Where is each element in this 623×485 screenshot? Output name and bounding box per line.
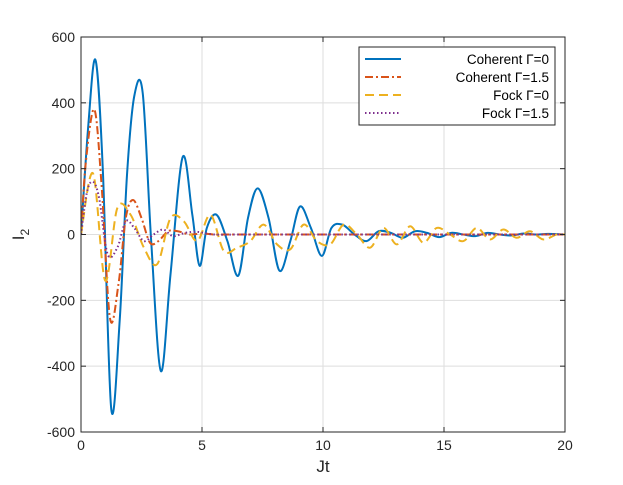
series-line-1 — [81, 58, 565, 415]
x-axis-label: Jt — [316, 457, 330, 476]
legend: Coherent Γ=0 Coherent Γ=1.5 Fock Γ=0 Fock Γ… — [358, 46, 556, 126]
legend-label-4: Fock Γ=1.5 — [482, 106, 549, 121]
y-axis-label-subscript: 2 — [18, 228, 32, 235]
x-tick-label: 20 — [557, 437, 573, 453]
x-tick-label: 10 — [315, 437, 331, 453]
y-axis-label-main: I — [9, 235, 28, 240]
x-tick-label: 0 — [77, 437, 85, 453]
x-tick-label: 15 — [436, 437, 452, 453]
series-line-2 — [81, 108, 565, 324]
y-tick-label: -600 — [47, 424, 75, 440]
series-line-4 — [81, 180, 565, 259]
legend-label-1: Coherent Γ=0 — [467, 52, 549, 67]
y-tick-label: 600 — [52, 29, 76, 45]
y-tick-label: 400 — [52, 95, 76, 111]
legend-label-2: Coherent Γ=1.5 — [456, 70, 549, 85]
y-tick-label: -200 — [47, 292, 75, 308]
y-tick-label: 200 — [52, 161, 76, 177]
y-tick-label: 0 — [67, 227, 75, 243]
y-tick-label: -400 — [47, 358, 75, 374]
x-tick-label: 5 — [198, 437, 206, 453]
y-axis-label: I2 — [9, 228, 32, 240]
tick-labels: 0 5 10 15 20 -600 -400 -200 0 200 400 600 — [47, 29, 573, 453]
ticks — [80, 36, 566, 433]
series-layer — [81, 58, 565, 415]
series-line-3 — [81, 172, 565, 282]
legend-label-3: Fock Γ=0 — [493, 88, 549, 103]
